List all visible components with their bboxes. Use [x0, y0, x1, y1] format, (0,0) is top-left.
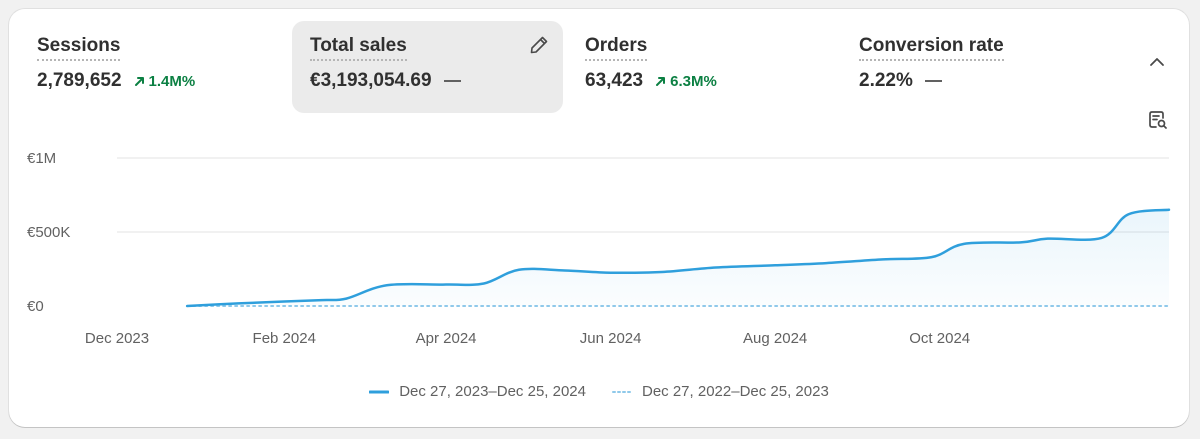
solid-line-swatch [369, 390, 390, 393]
no-change-dash [924, 80, 942, 82]
dotted-line-swatch [612, 390, 632, 393]
chart-legend: Dec 27, 2023–Dec 25, 2024 Dec 27, 2022–D… [9, 383, 1189, 400]
x-tick-label: Feb 2024 [253, 330, 316, 347]
y-tick-label: €500K [27, 224, 70, 241]
chevron-up-icon[interactable] [1147, 52, 1167, 72]
x-tick-label: Apr 2024 [416, 330, 477, 347]
metric-change: 6.3M% [655, 73, 717, 90]
metric-label[interactable]: Sessions [37, 35, 121, 61]
metric-label[interactable]: Orders [585, 35, 648, 61]
sales-line-chart: €1M €500K €0 Dec 2023 Feb 2024 Apr 2024 Jun 20… [27, 150, 1171, 347]
y-tick-label: €0 [27, 298, 44, 315]
metric-sessions[interactable]: Sessions 2,789,652 1.4M% [19, 21, 289, 113]
y-tick-label: €1M [27, 150, 56, 167]
metric-total-sales[interactable]: Total sales €3,193,054.69 [292, 21, 563, 113]
arrow-up-right-icon [134, 76, 144, 86]
metric-value: 63,423 [585, 70, 644, 91]
legend-item-comparison[interactable]: Dec 27, 2022–Dec 25, 2023 [612, 383, 829, 400]
legend-label: Dec 27, 2023–Dec 25, 2024 [399, 383, 586, 400]
series-area-fill [187, 209, 1170, 306]
metric-label[interactable]: Conversion rate [859, 35, 1004, 61]
metric-conversion-rate[interactable]: Conversion rate 2.22% [841, 21, 1111, 113]
metric-change-value: 6.3M% [670, 72, 717, 90]
legend-item-current[interactable]: Dec 27, 2023–Dec 25, 2024 [369, 383, 586, 400]
pencil-icon[interactable] [529, 35, 549, 55]
current-series-line [185, 208, 1171, 308]
arrow-up-right-icon [656, 76, 666, 86]
x-tick-label: Dec 2023 [85, 330, 149, 347]
x-tick-label: Aug 2024 [743, 330, 807, 347]
legend-label: Dec 27, 2022–Dec 25, 2023 [642, 383, 829, 400]
x-tick-label: Oct 2024 [909, 330, 970, 347]
metric-label[interactable]: Total sales [310, 35, 407, 61]
no-change-dash [443, 80, 461, 82]
metric-value: 2,789,652 [37, 70, 122, 91]
metric-change-value: 1.4M% [148, 72, 196, 90]
metric-value: €3,193,054.69 [310, 70, 432, 91]
metric-orders[interactable]: Orders 63,423 6.3M% [567, 21, 837, 113]
x-tick-label: Jun 2024 [580, 330, 642, 347]
sales-overview-card: Sessions 2,789,652 1.4M% Total sales €3,… [9, 9, 1189, 427]
metric-value: 2.22% [859, 70, 913, 91]
report-search-icon[interactable] [1147, 109, 1169, 131]
metric-change: 1.4M% [134, 72, 196, 90]
